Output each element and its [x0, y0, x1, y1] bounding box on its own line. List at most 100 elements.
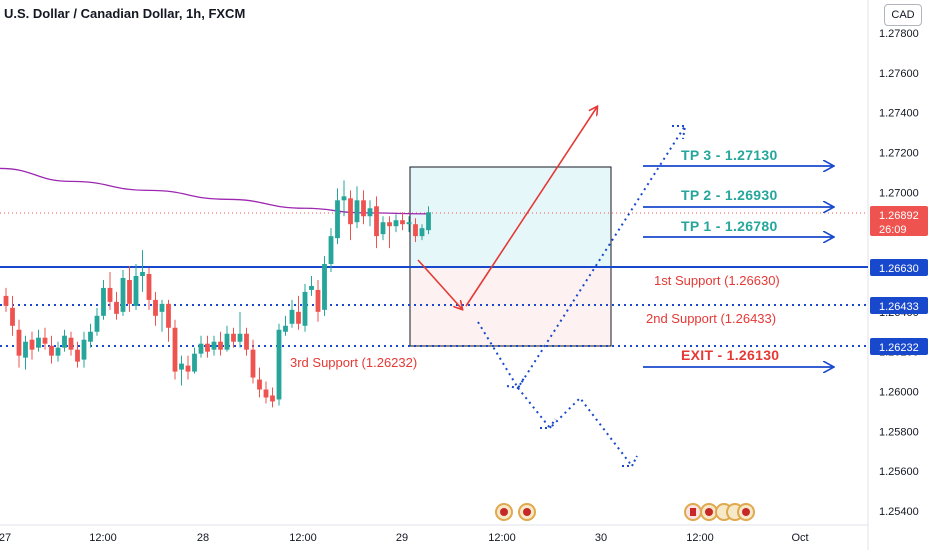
dotted-arrowhead-3 — [506, 377, 525, 390]
support3-tag[interactable]: 1.26232 — [870, 338, 928, 355]
candle[interactable] — [263, 389, 269, 398]
candle[interactable] — [114, 301, 119, 314]
candle[interactable] — [361, 200, 366, 217]
candle[interactable] — [406, 222, 412, 225]
candle[interactable] — [36, 337, 41, 348]
candle[interactable] — [49, 345, 54, 356]
candle[interactable] — [205, 343, 210, 352]
candle[interactable] — [283, 325, 288, 332]
dotted-arrowhead-2 — [622, 455, 638, 467]
dotted-path-down[interactable] — [517, 387, 633, 467]
candle[interactable] — [166, 303, 171, 328]
candle[interactable] — [94, 315, 100, 332]
candle[interactable] — [367, 208, 373, 217]
candle[interactable] — [198, 343, 204, 354]
candle[interactable] — [42, 337, 48, 344]
candle[interactable] — [250, 349, 256, 378]
candle[interactable] — [387, 222, 392, 227]
time-tick-label: 12:00 — [289, 532, 317, 544]
candle[interactable] — [289, 309, 295, 324]
time-tick-label: 12:00 — [686, 532, 714, 544]
time-tick-label: 27 — [0, 532, 11, 544]
candle[interactable] — [153, 299, 158, 316]
red-up-arrow[interactable] — [465, 107, 597, 307]
price-tick-label: 1.27400 — [879, 108, 919, 120]
candle[interactable] — [107, 287, 113, 302]
candle[interactable] — [211, 341, 217, 350]
candle[interactable] — [146, 273, 152, 300]
time-tick-label: 12:00 — [488, 532, 516, 544]
currency-button[interactable]: CAD — [884, 4, 922, 26]
price-tick-label: 1.25800 — [879, 426, 919, 438]
candle[interactable] — [231, 333, 236, 342]
candle[interactable] — [55, 347, 61, 356]
candle[interactable] — [302, 291, 308, 326]
candle[interactable] — [374, 206, 379, 237]
chart-title: U.S. Dollar / Canadian Dollar, 1h, FXCM — [4, 6, 246, 21]
event-icons-30[interactable] — [684, 503, 755, 521]
candle[interactable] — [380, 222, 386, 235]
candle[interactable] — [185, 365, 191, 372]
current-price-value: 1.26892 — [879, 210, 919, 222]
candle[interactable] — [101, 287, 106, 316]
candle[interactable] — [348, 198, 353, 225]
support1-label: 1st Support (1.26630) — [654, 273, 780, 288]
candle[interactable] — [322, 264, 327, 310]
candle[interactable] — [400, 220, 405, 225]
loss-zone[interactable] — [409, 266, 612, 347]
candle[interactable] — [237, 333, 243, 342]
candle[interactable] — [192, 353, 197, 372]
candle[interactable] — [88, 331, 93, 342]
candle[interactable] — [393, 220, 399, 227]
profit-zone[interactable] — [409, 166, 612, 268]
candle[interactable] — [335, 200, 340, 239]
candle[interactable] — [244, 333, 249, 350]
candle[interactable] — [3, 295, 9, 306]
candle[interactable] — [179, 363, 184, 370]
candle[interactable] — [23, 341, 28, 358]
candle[interactable] — [309, 285, 314, 290]
price-tick-label: 1.27800 — [879, 28, 919, 40]
support2-tag[interactable]: 1.26433 — [870, 297, 928, 314]
candle[interactable] — [62, 335, 67, 348]
dotted-path-up[interactable] — [477, 125, 686, 390]
support1-tag[interactable]: 1.26630 — [870, 259, 928, 276]
candle[interactable] — [75, 349, 80, 362]
candle[interactable] — [354, 200, 360, 223]
candle[interactable] — [218, 341, 223, 350]
candle[interactable] — [328, 236, 334, 265]
current-price-tag[interactable]: 1.26892 26:09 — [870, 206, 928, 236]
candle[interactable] — [419, 228, 425, 237]
candle[interactable] — [140, 272, 145, 276]
support2-label: 2nd Support (1.26433) — [646, 311, 776, 326]
red-down-arrow[interactable] — [417, 259, 462, 309]
candle[interactable] — [315, 289, 321, 312]
support1-value: 1.26630 — [879, 263, 919, 275]
time-axis: 27 12:00 28 12:00 29 12:00 30 12:00 Oct — [0, 532, 809, 544]
price-tick-label: 1.27000 — [879, 187, 919, 199]
candle[interactable] — [276, 329, 282, 400]
event-icons-29[interactable] — [495, 503, 536, 521]
candle[interactable] — [341, 196, 347, 201]
candle[interactable] — [426, 212, 431, 231]
candle[interactable] — [81, 339, 87, 360]
candle[interactable] — [270, 395, 275, 402]
candles-group — [3, 180, 431, 408]
candle[interactable] — [127, 279, 132, 304]
candle[interactable] — [133, 275, 139, 306]
candle[interactable] — [257, 379, 262, 390]
candle[interactable] — [224, 333, 230, 350]
candle[interactable] — [68, 337, 74, 350]
support3-value: 1.26232 — [879, 342, 919, 354]
candle[interactable] — [172, 327, 178, 372]
candle[interactable] — [120, 277, 126, 312]
candle[interactable] — [159, 303, 165, 312]
candle[interactable] — [296, 311, 301, 324]
candle[interactable] — [413, 224, 418, 237]
candle[interactable] — [29, 339, 35, 350]
candle[interactable] — [16, 329, 22, 356]
time-tick-label: 29 — [396, 532, 408, 544]
candle[interactable] — [10, 307, 15, 326]
